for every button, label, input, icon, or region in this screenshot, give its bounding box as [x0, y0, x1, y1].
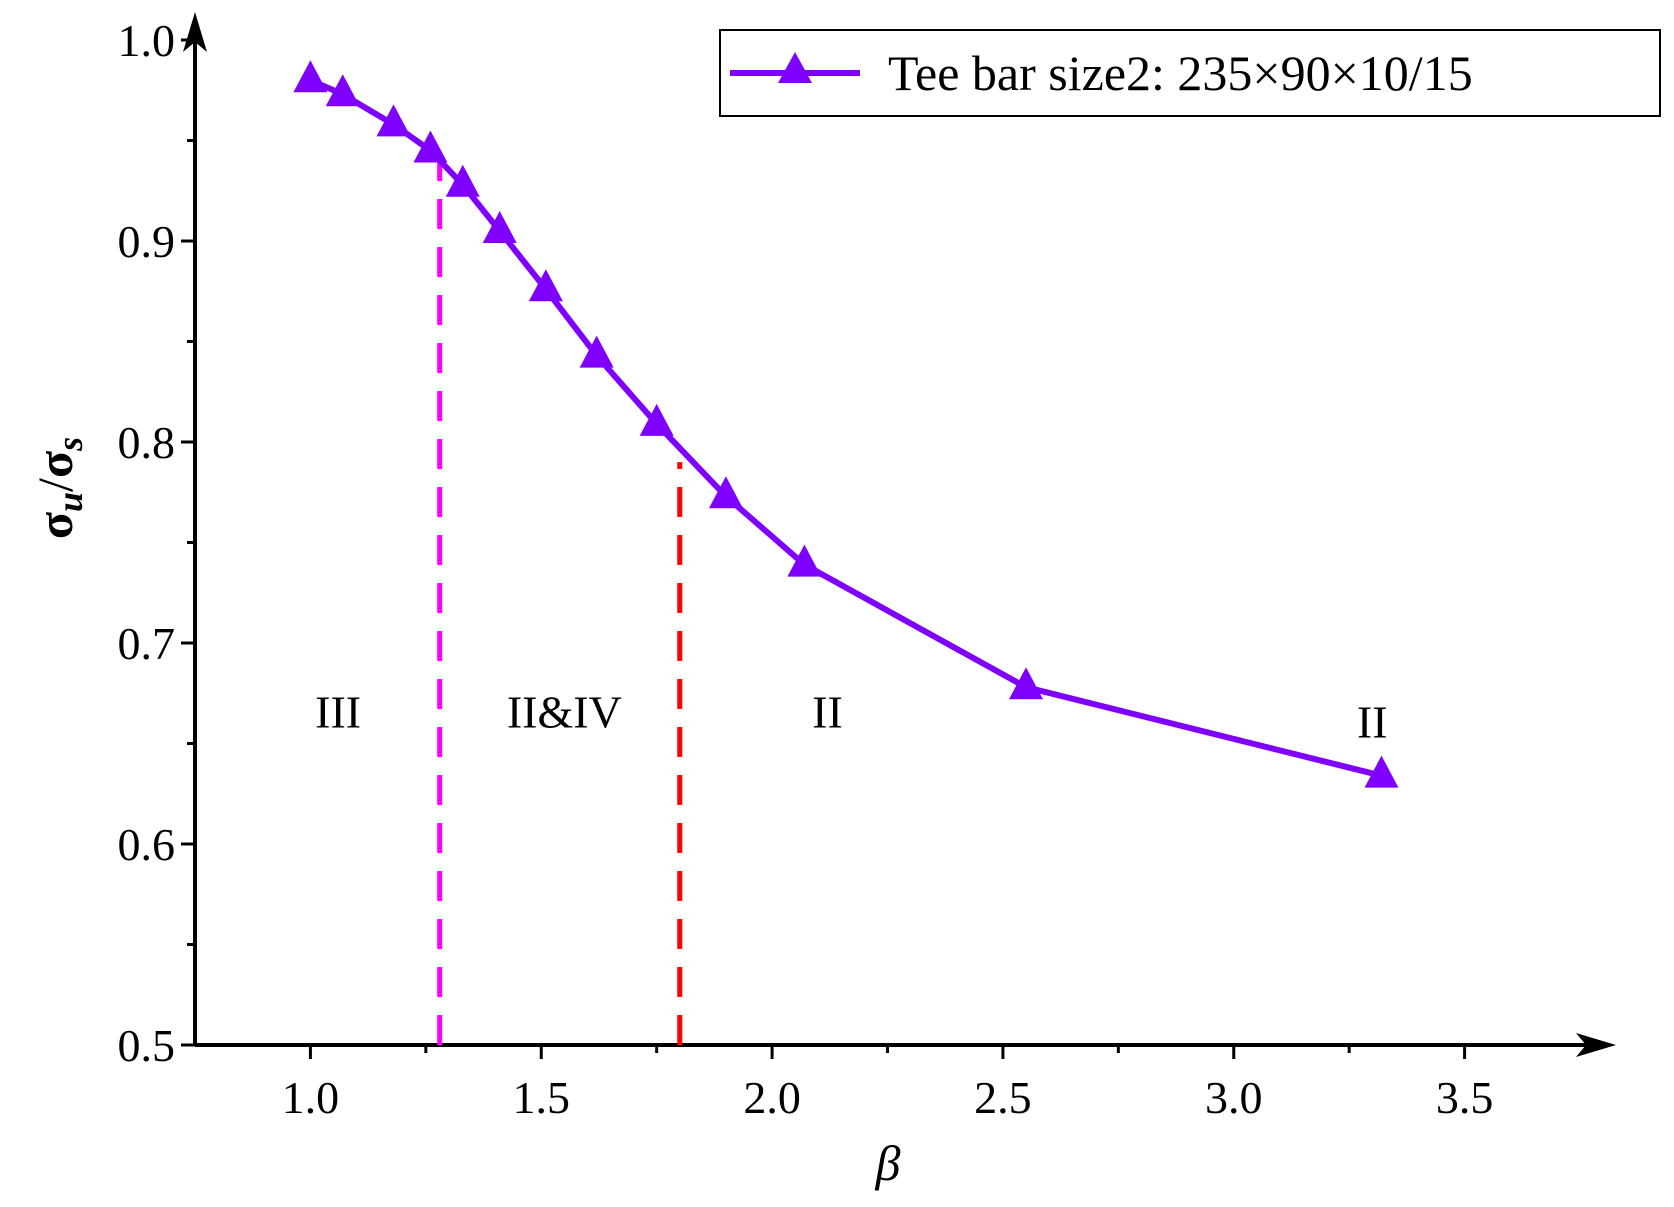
data-point-marker [528, 269, 563, 302]
y-axis-arrow [183, 12, 207, 52]
data-point-marker [579, 335, 614, 368]
region-label: II [1357, 696, 1388, 747]
y-title-sub-u: u [50, 492, 90, 512]
y-tick-label: 0.9 [118, 216, 176, 267]
x-tick-label: 3.5 [1436, 1072, 1494, 1123]
y-title-sigma-u: σ [27, 512, 83, 539]
x-tick-label: 1.5 [513, 1072, 571, 1123]
x-axis-title: β [875, 1135, 901, 1191]
data-point-marker [413, 130, 448, 163]
region-label: II [812, 686, 843, 737]
data-point-marker [639, 403, 674, 436]
x-tick-label: 2.5 [974, 1072, 1032, 1123]
series-layer [293, 60, 1399, 788]
y-title-slash: / [27, 478, 83, 492]
data-point-marker [1364, 755, 1399, 788]
x-axis-arrow [1576, 1033, 1616, 1057]
y-title-sub-s: s [50, 437, 90, 452]
legend-label: Tee bar size2: 235×90×10/15 [888, 45, 1473, 101]
y-axis-title: σu/σs [27, 437, 90, 539]
y-tick-label: 0.8 [118, 417, 176, 468]
data-point-marker [376, 104, 411, 137]
x-tick-label: 2.0 [743, 1072, 801, 1123]
y-tick-label: 0.7 [118, 618, 176, 669]
region-annotations: III II&IV II II [315, 686, 1387, 747]
x-tick-label: 3.0 [1205, 1072, 1263, 1123]
data-point-marker [1009, 667, 1043, 700]
y-tick-label: 1.0 [118, 15, 176, 66]
data-point-marker [787, 544, 822, 577]
region-label: II&IV [507, 686, 622, 737]
data-point-marker [445, 164, 480, 197]
y-tick-label: 0.5 [118, 1020, 176, 1071]
axes: 1.0 1.5 2.0 2.5 3.0 3.5 0.5 0.6 0.7 0.8 0.9 1.0 [118, 12, 1616, 1123]
y-tick-label: 0.6 [118, 819, 176, 870]
legend: Tee bar size2: 235×90×10/15 [719, 29, 1661, 117]
data-point-marker [708, 476, 743, 509]
legend-marker-triangle [778, 52, 812, 83]
legend-box [719, 29, 1661, 117]
data-point-marker [293, 60, 328, 93]
data-point-marker [482, 210, 517, 243]
data-point-marker [325, 74, 360, 107]
y-title-sigma-s: σ [27, 451, 83, 478]
reference-lines [437, 160, 683, 1045]
x-tick-label: 1.0 [282, 1072, 340, 1123]
region-label: III [315, 686, 361, 737]
